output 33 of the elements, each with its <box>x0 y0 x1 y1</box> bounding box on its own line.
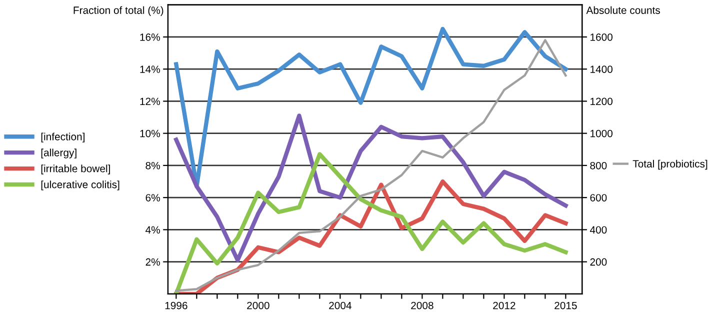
y-axis-title: Fraction of total (%) <box>74 6 164 16</box>
line-series <box>174 26 568 188</box>
x-tick-label: 1996 <box>165 302 188 310</box>
line-series <box>174 152 568 294</box>
legend-label: [ulcerative colitis] <box>41 180 120 190</box>
legend-label: Total [probiotics] <box>632 160 708 170</box>
x-tick-label: 2004 <box>329 302 352 310</box>
y2-tick-label: 400 <box>590 226 607 234</box>
legend-label: [infection] <box>41 132 84 142</box>
y2-tick-label: 1600 <box>590 33 612 41</box>
x-tick-label: 2012 <box>493 302 516 310</box>
y2-tick-label: 1000 <box>590 130 612 138</box>
y-tick-label: 10% <box>140 130 160 138</box>
y-tick-label: 16% <box>140 33 160 41</box>
y-tick-label: 12% <box>140 98 160 106</box>
y-tick-label: 4% <box>146 226 160 234</box>
y-tick-label: 6% <box>146 194 160 202</box>
y-tick-label: 8% <box>146 162 160 170</box>
legend-label: [allergy] <box>41 148 76 158</box>
line-series <box>174 114 568 262</box>
y-tick-label: 14% <box>140 66 160 73</box>
y2-tick-label: 200 <box>590 258 607 266</box>
y2-tick-label: 600 <box>590 194 607 202</box>
y2-axis-title: Absolute counts <box>586 6 660 14</box>
x-tick-label: 2008 <box>411 302 434 310</box>
line-series <box>175 39 567 292</box>
x-tick-label: 2000 <box>247 302 270 310</box>
legend-label: [irritable bowel] <box>41 164 110 174</box>
x-tick-label: 2015 <box>554 302 577 310</box>
y2-tick-label: 800 <box>590 162 607 170</box>
y2-tick-label: 1200 <box>590 98 612 106</box>
y2-tick-label: 1400 <box>590 66 612 73</box>
y-tick-label: 2% <box>146 258 160 266</box>
